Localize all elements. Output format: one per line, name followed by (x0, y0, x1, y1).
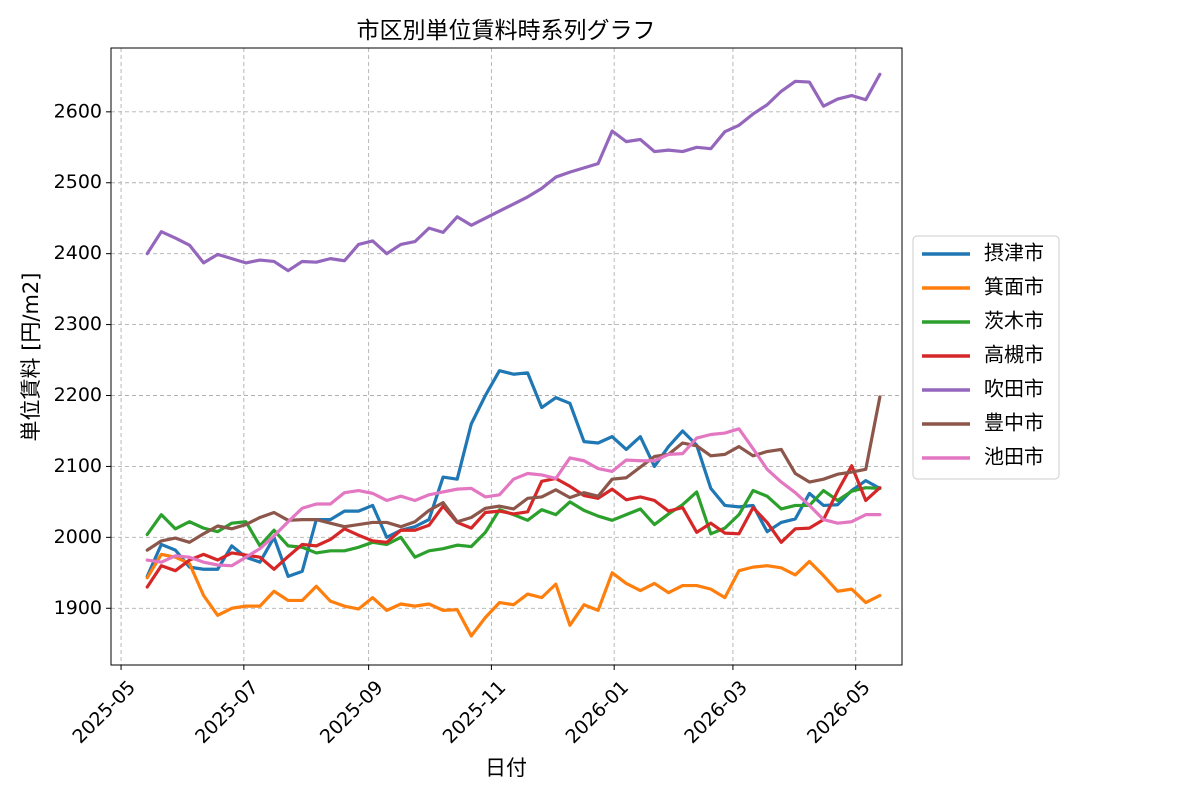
y-axis-ticks: 1900 2000 2100 2200 2300 2400 2500 2600 (54, 100, 111, 619)
legend-label: 茨木市 (984, 309, 1044, 333)
legend-box (912, 235, 1060, 480)
y-tick-label: 2300 (54, 313, 102, 335)
x-tick-label: 2026-03 (680, 676, 752, 748)
legend-label: 吹田市 (984, 377, 1044, 401)
series-line-池田市 (145, 427, 882, 568)
grid (111, 48, 902, 665)
x-tick-label: 2025-11 (439, 676, 511, 748)
y-tick-label: 2200 (54, 384, 102, 406)
series-line-茨木市 (145, 486, 882, 559)
series-line-箕面市 (145, 552, 882, 638)
plot-area-frame (110, 47, 903, 666)
x-tick-label: 2026-01 (561, 676, 633, 748)
legend-label: 摂津市 (984, 241, 1044, 265)
series-line-吹田市 (145, 72, 882, 273)
x-tick-label: 2025-09 (316, 676, 388, 748)
x-tick-label: 2026-05 (803, 676, 875, 748)
legend-label: 池田市 (984, 445, 1044, 469)
chart-title: 市区別単位賃料時系列グラフ (357, 18, 656, 44)
y-tick-label: 2000 (54, 526, 102, 548)
y-tick-label: 1900 (54, 597, 102, 619)
x-tick-label: 2025-05 (68, 676, 140, 748)
y-tick-label: 2500 (54, 171, 102, 193)
y-tick-label: 2400 (54, 242, 102, 264)
x-axis-title: 日付 (485, 756, 527, 780)
legend-label: 箕面市 (984, 275, 1044, 299)
y-tick-label: 2600 (54, 100, 102, 122)
legend-label: 豊中市 (984, 411, 1044, 435)
series-line-高槻市 (145, 464, 882, 589)
y-tick-label: 2100 (54, 455, 102, 477)
y-axis-title: 単位賃料 [円/m2] (19, 273, 43, 442)
legend-label: 高槻市 (984, 343, 1044, 367)
series-lines (145, 72, 882, 638)
x-axis-ticks: 2025-05 2025-07 2025-09 2025-11 2026-01 2026-… (68, 665, 875, 748)
x-tick-label: 2025-07 (191, 676, 263, 748)
